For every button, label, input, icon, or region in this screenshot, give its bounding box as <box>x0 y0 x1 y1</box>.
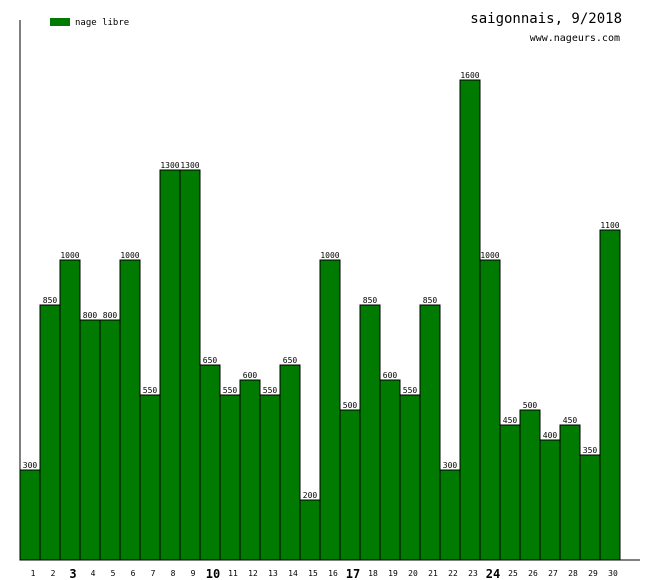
value-label-day-12: 600 <box>243 371 258 380</box>
bar-day-5 <box>99 319 121 561</box>
bar-day-2 <box>39 304 61 561</box>
x-tick-label-day-28: 28 <box>568 569 578 578</box>
x-tick-label-day-16: 16 <box>328 569 338 578</box>
x-tick-label-day-20: 20 <box>408 569 418 578</box>
bar-day-13 <box>259 394 281 561</box>
bar-day-12 <box>239 379 261 561</box>
value-label-day-20: 550 <box>403 386 418 395</box>
bars-group <box>19 79 621 561</box>
value-label-day-1: 300 <box>23 461 38 470</box>
value-label-day-22: 300 <box>443 461 458 470</box>
value-label-day-26: 500 <box>523 401 538 410</box>
x-tick-label-day-10: 10 <box>206 567 220 580</box>
bar-day-26 <box>519 409 541 561</box>
value-label-day-10: 650 <box>203 356 218 365</box>
bar-day-11 <box>219 394 241 561</box>
bar-day-25 <box>499 424 521 561</box>
x-tick-label-day-25: 25 <box>508 569 518 578</box>
x-tick-label-day-14: 14 <box>288 569 298 578</box>
x-tick-label-day-17: 17 <box>346 567 360 580</box>
value-label-day-11: 550 <box>223 386 238 395</box>
x-tick-label-day-27: 27 <box>548 569 558 578</box>
x-tick-label-day-18: 18 <box>368 569 378 578</box>
x-tick-label-day-6: 6 <box>131 569 136 578</box>
value-labels-group: 300 850 1000 800 800 1000 550 1300 1300 650 550 600… <box>23 71 620 500</box>
bar-day-18 <box>359 304 381 561</box>
x-tick-label-day-8: 8 <box>171 569 176 578</box>
bar-day-14 <box>279 364 301 561</box>
x-tick-label-day-7: 7 <box>151 569 156 578</box>
bar-day-30 <box>599 229 621 561</box>
x-tick-label-day-4: 4 <box>91 569 96 578</box>
legend-label: nage libre <box>75 18 129 28</box>
x-tick-label-day-3: 3 <box>69 567 76 580</box>
bar-day-15 <box>299 499 321 561</box>
bar-day-1 <box>19 469 41 561</box>
value-label-day-18: 850 <box>363 296 378 305</box>
value-label-day-8: 1300 <box>160 161 179 170</box>
value-label-day-21: 850 <box>423 296 438 305</box>
bar-day-28 <box>559 424 581 561</box>
bar-day-7 <box>139 394 161 561</box>
x-tick-label-day-22: 22 <box>448 569 458 578</box>
bar-day-19 <box>379 379 401 561</box>
value-label-day-4: 800 <box>83 311 98 320</box>
value-label-day-3: 1000 <box>60 251 79 260</box>
bar-day-3 <box>59 259 81 561</box>
legend-swatch <box>50 18 70 26</box>
value-label-day-15: 200 <box>303 491 318 500</box>
bar-day-9 <box>179 169 201 561</box>
value-label-day-19: 600 <box>383 371 398 380</box>
value-label-day-9: 1300 <box>180 161 199 170</box>
x-tick-labels-group: 1 2 3 4 5 6 7 8 9 10 11 12 13 14 15 16 17 18 19 20 21 22 23 24 2… <box>31 567 618 580</box>
bar-day-4 <box>79 319 101 561</box>
bar-day-16 <box>319 259 341 561</box>
bar-day-23 <box>459 79 481 561</box>
bar-day-24 <box>479 259 501 561</box>
site-url: www.nageurs.com <box>530 33 620 44</box>
x-tick-label-day-23: 23 <box>468 569 478 578</box>
bar-day-27 <box>539 439 561 561</box>
bar-day-6 <box>119 259 141 561</box>
value-label-day-24: 1000 <box>480 251 499 260</box>
value-label-day-6: 1000 <box>120 251 139 260</box>
value-label-day-23: 1600 <box>460 71 479 80</box>
value-label-day-28: 450 <box>563 416 578 425</box>
value-label-day-17: 500 <box>343 401 358 410</box>
x-tick-label-day-11: 11 <box>228 569 238 578</box>
bar-day-21 <box>419 304 441 561</box>
bar-day-20 <box>399 394 421 561</box>
x-tick-label-day-24: 24 <box>486 567 500 580</box>
value-label-day-7: 550 <box>143 386 158 395</box>
bar-day-29 <box>579 454 601 561</box>
x-tick-label-day-15: 15 <box>308 569 318 578</box>
bar-day-10 <box>199 364 221 561</box>
x-tick-label-day-21: 21 <box>428 569 438 578</box>
value-label-day-14: 650 <box>283 356 298 365</box>
value-label-day-29: 350 <box>583 446 598 455</box>
bar-day-8 <box>159 169 181 561</box>
bar-day-22 <box>439 469 461 561</box>
chart-title: saigonnais, 9/2018 <box>470 11 622 27</box>
value-label-day-30: 1100 <box>600 221 619 230</box>
x-tick-label-day-12: 12 <box>248 569 258 578</box>
x-tick-label-day-13: 13 <box>268 569 278 578</box>
value-label-day-2: 850 <box>43 296 58 305</box>
x-tick-label-day-19: 19 <box>388 569 398 578</box>
x-tick-label-day-2: 2 <box>51 569 56 578</box>
value-label-day-27: 400 <box>543 431 558 440</box>
x-tick-label-day-5: 5 <box>111 569 116 578</box>
x-tick-label-day-30: 30 <box>608 569 618 578</box>
value-label-day-13: 550 <box>263 386 278 395</box>
x-tick-label-day-29: 29 <box>588 569 598 578</box>
value-label-day-25: 450 <box>503 416 518 425</box>
legend: nage libre <box>50 18 129 28</box>
value-label-day-5: 800 <box>103 311 118 320</box>
x-tick-label-day-9: 9 <box>191 569 196 578</box>
x-tick-label-day-1: 1 <box>31 569 36 578</box>
x-tick-label-day-26: 26 <box>528 569 538 578</box>
value-label-day-16: 1000 <box>320 251 339 260</box>
bar-day-17 <box>339 409 361 561</box>
